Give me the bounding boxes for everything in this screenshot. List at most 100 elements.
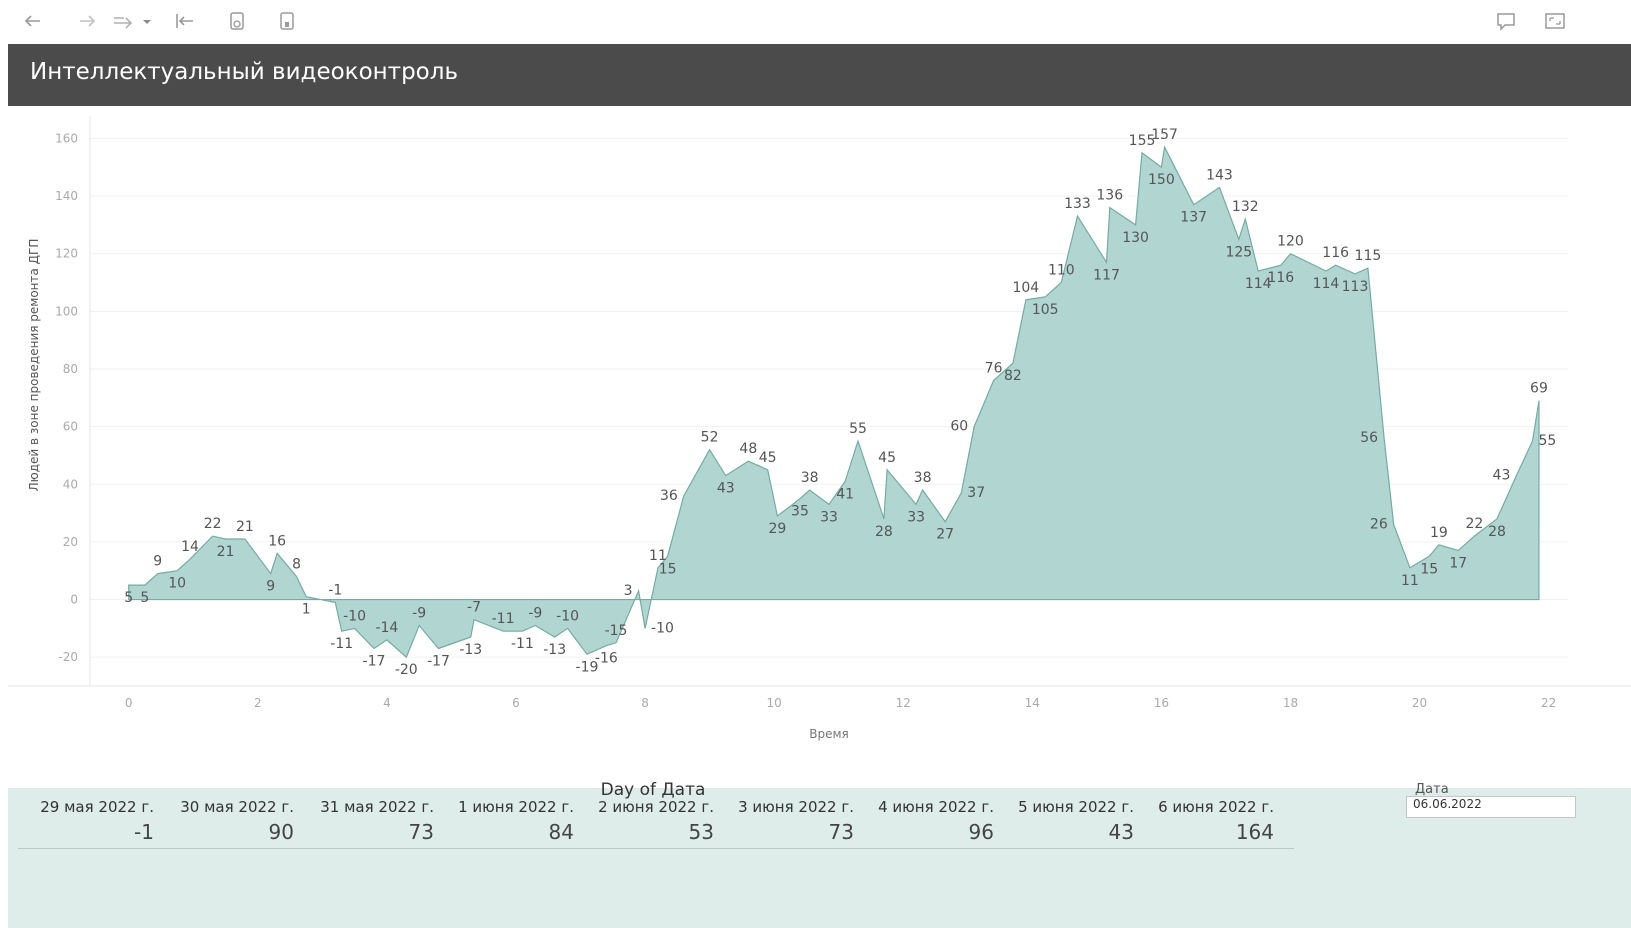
data-label: 11 — [649, 548, 667, 564]
area-chart[interactable]: -20 0 20 40 60 80 100 120 140 160 0 2 4 6 8 10 12 14 16 18 2… — [8, 106, 1631, 756]
data-label: 113 — [1342, 279, 1369, 295]
redo-icon[interactable] — [110, 8, 136, 34]
data-label: 28 — [875, 524, 893, 540]
data-label: -13 — [543, 642, 566, 658]
data-label: 132 — [1232, 199, 1259, 215]
data-label: 120 — [1277, 234, 1304, 250]
y-tick-label: 0 — [70, 593, 78, 607]
data-label: 104 — [1012, 280, 1039, 296]
day-column-label: 3 июня 2022 г. — [738, 798, 854, 816]
data-label: 28 — [1488, 524, 1506, 540]
data-label: 29 — [768, 521, 786, 537]
data-label: -1 — [328, 582, 342, 598]
x-tick-label: 16 — [1154, 696, 1169, 710]
day-column-label: 2 июня 2022 г. — [598, 798, 714, 816]
data-label: 11 — [1401, 573, 1419, 589]
dropdown-icon[interactable] — [140, 8, 154, 34]
forward-icon[interactable] — [74, 8, 100, 34]
data-label: 26 — [1370, 517, 1388, 533]
data-label: 69 — [1530, 381, 1548, 397]
data-label: 21 — [236, 519, 254, 535]
data-label: 1 — [302, 602, 311, 618]
x-axis-title: Время — [809, 727, 849, 741]
data-label: -11 — [330, 636, 353, 652]
data-label: 125 — [1225, 244, 1252, 260]
data-label: 130 — [1122, 230, 1149, 246]
data-label: 8 — [292, 556, 301, 572]
data-label: 115 — [1355, 248, 1382, 264]
data-label: 56 — [1360, 430, 1378, 446]
comment-icon[interactable] — [1493, 8, 1519, 34]
data-label: -10 — [556, 608, 579, 624]
date-filter-input[interactable]: 06.06.2022 — [1406, 796, 1576, 818]
day-summary-panel: Day of Дата 29 мая 2022 г. -1 30 мая 2022 … — [8, 780, 1631, 928]
data-label: 22 — [1466, 516, 1484, 532]
data-label: 150 — [1148, 172, 1175, 188]
refresh-icon[interactable] — [224, 8, 250, 34]
data-label: 38 — [801, 470, 819, 486]
data-label: 110 — [1048, 263, 1075, 279]
dashboard-title-bar: Интеллектуальный видеоконтроль — [8, 44, 1631, 106]
x-tick-label: 20 — [1412, 696, 1427, 710]
dashboard-title: Интеллектуальный видеоконтроль — [30, 59, 459, 85]
data-label: 114 — [1245, 276, 1272, 292]
data-label: 38 — [914, 470, 932, 486]
y-tick-label: 160 — [55, 131, 78, 145]
x-tick-label: 22 — [1541, 696, 1556, 710]
day-column-value: 164 — [1235, 820, 1274, 844]
data-label: -10 — [651, 620, 674, 636]
data-label: 5 — [140, 590, 149, 606]
data-label: -20 — [395, 662, 418, 678]
y-axis-title: Людей в зоне проведения ремонта ДГП — [27, 239, 41, 492]
day-column-label: 31 мая 2022 г. — [320, 798, 434, 816]
data-label: 117 — [1093, 267, 1120, 283]
day-column-value: 84 — [548, 820, 574, 844]
data-label: 157 — [1151, 127, 1178, 143]
y-tick-label: 80 — [63, 362, 78, 376]
y-tick-label: -20 — [58, 650, 78, 664]
data-label: 9 — [153, 554, 162, 570]
data-label: 15 — [659, 561, 677, 577]
day-column-label: 5 июня 2022 г. — [1018, 798, 1134, 816]
data-label: -17 — [363, 654, 386, 670]
data-label: 33 — [907, 509, 925, 525]
data-label: 15 — [1420, 561, 1438, 577]
x-tick-label: 6 — [512, 696, 520, 710]
data-label: -10 — [343, 608, 366, 624]
data-label: -16 — [595, 651, 618, 667]
y-tick-label: 100 — [55, 304, 78, 318]
back-icon[interactable] — [20, 8, 46, 34]
data-label: -15 — [605, 623, 628, 639]
data-label: 76 — [985, 361, 1003, 377]
data-label: 16 — [268, 533, 286, 549]
day-column-value: -1 — [134, 820, 154, 844]
data-label: -9 — [412, 605, 426, 621]
data-label: 45 — [759, 450, 777, 466]
data-label: -9 — [528, 605, 542, 621]
day-column-value: 43 — [1108, 820, 1134, 844]
data-label: 82 — [1004, 368, 1022, 384]
data-label: 10 — [168, 576, 186, 592]
data-label: 136 — [1096, 188, 1123, 204]
x-tick-label: 0 — [125, 696, 133, 710]
data-label: 22 — [204, 516, 222, 532]
data-label: 116 — [1267, 270, 1294, 286]
data-label: -11 — [492, 611, 515, 627]
toolbar — [0, 0, 1631, 44]
data-label: 116 — [1322, 245, 1349, 261]
data-label: -17 — [427, 654, 450, 670]
fullscreen-icon[interactable] — [1542, 8, 1568, 34]
data-label: 21 — [217, 544, 235, 560]
data-label: 43 — [1493, 468, 1511, 484]
date-filter-label: Дата — [1415, 782, 1449, 797]
pause-icon[interactable] — [274, 8, 300, 34]
y-tick-label: 20 — [63, 535, 78, 549]
data-label: 5 — [124, 590, 133, 606]
day-column-label: 29 мая 2022 г. — [40, 798, 154, 816]
data-label: 33 — [820, 509, 838, 525]
revert-icon[interactable] — [172, 8, 198, 34]
data-label: -7 — [467, 600, 481, 616]
y-tick-label: 140 — [55, 189, 78, 203]
data-label: 27 — [936, 527, 954, 543]
